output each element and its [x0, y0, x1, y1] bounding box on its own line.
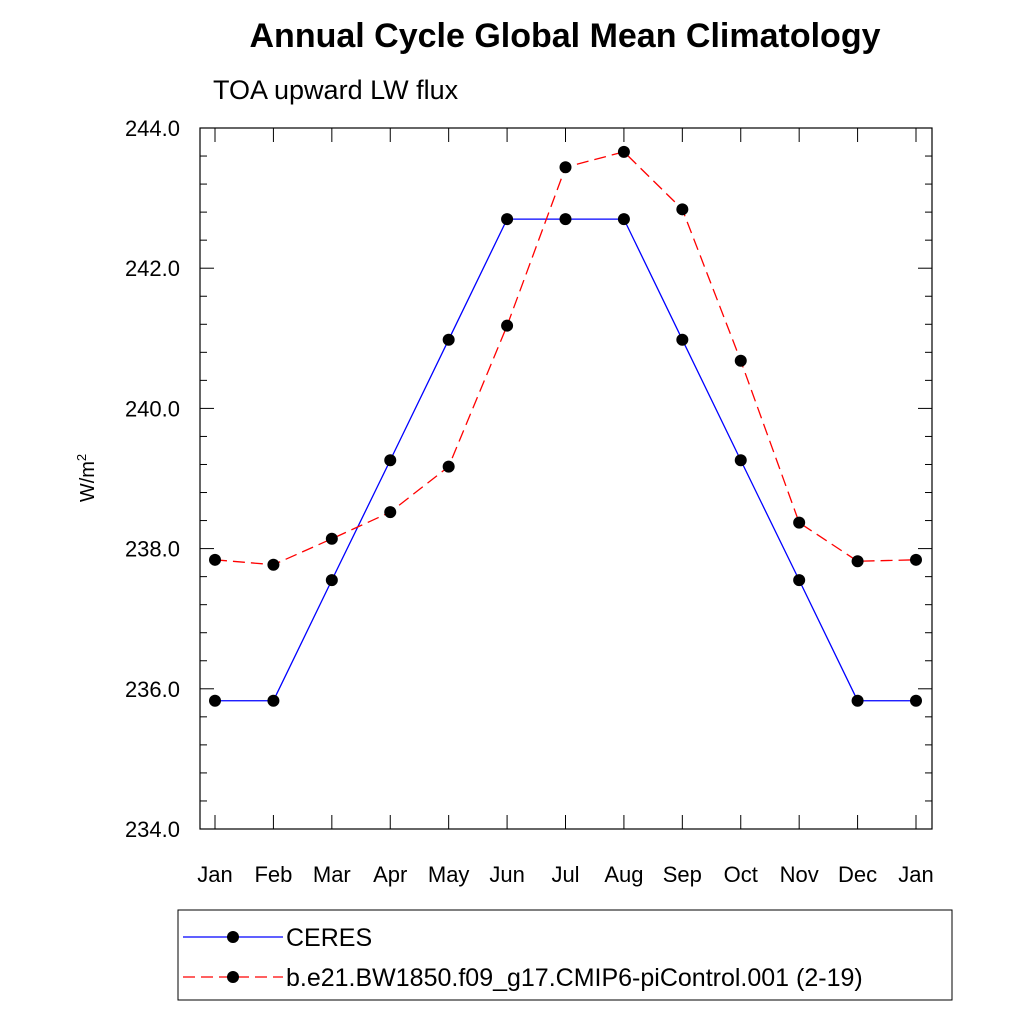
plot-frame — [199, 127, 933, 830]
data-point — [325, 574, 338, 587]
data-point — [676, 333, 689, 346]
data-point — [442, 460, 455, 473]
series-2 — [209, 145, 922, 571]
x-tick-label: Feb — [254, 862, 292, 887]
series-1 — [209, 213, 922, 707]
data-point — [617, 145, 630, 158]
legend-label: b.e21.BW1850.f09_g17.CMIP6-piControl.001… — [286, 964, 863, 992]
data-point — [501, 213, 514, 226]
x-tick-label: Sep — [663, 862, 702, 887]
data-point — [442, 333, 455, 346]
data-point — [910, 553, 922, 566]
data-point — [793, 574, 806, 587]
legend-marker — [227, 931, 239, 943]
data-point — [851, 694, 864, 707]
y-axis-label-superscript: 2 — [74, 454, 89, 461]
data-point — [267, 694, 280, 707]
chart-title: Annual Cycle Global Mean Climatology — [250, 17, 881, 55]
legend-box — [177, 909, 953, 1001]
data-point — [734, 454, 747, 467]
data-point — [734, 354, 747, 367]
data-point — [617, 213, 630, 226]
y-tick-label: 234.0 — [125, 817, 180, 842]
x-tick-label: Jul — [551, 862, 579, 887]
x-tick-label: Mar — [313, 862, 351, 887]
x-tick-label: Jan — [898, 862, 933, 887]
legend-marker — [227, 971, 239, 983]
x-tick-label: Aug — [604, 862, 643, 887]
data-point — [384, 454, 397, 467]
data-point — [501, 319, 514, 332]
y-tick-label: 244.0 — [125, 116, 180, 141]
data-point — [209, 553, 221, 566]
legend: CERES b.e21.BW1850.f09_g17.CMIP6-piContro… — [177, 909, 953, 1001]
x-tick-label: Nov — [780, 862, 819, 887]
y-tick-label: 236.0 — [125, 677, 180, 702]
series-line — [215, 218, 916, 702]
data-point — [676, 203, 689, 216]
x-tick-label: Oct — [724, 862, 758, 887]
legend-label: CERES — [286, 924, 372, 952]
data-point — [384, 506, 397, 519]
data-point — [267, 558, 280, 571]
data-point — [793, 516, 806, 529]
data-point — [325, 532, 338, 545]
x-tick-label: Jan — [197, 862, 232, 887]
data-point — [559, 213, 572, 226]
y-axis-label-unit: W/m — [77, 461, 99, 502]
data-point — [851, 555, 864, 568]
x-tick-label: Jun — [489, 862, 524, 887]
data-point — [209, 694, 221, 707]
data-point — [559, 161, 572, 174]
x-tick-label: Apr — [373, 862, 407, 887]
y-tick-label: 238.0 — [125, 537, 180, 562]
series-layer — [209, 145, 922, 707]
y-tick-label: 242.0 — [125, 256, 180, 281]
chart-subtitle: TOA upward LW flux — [213, 75, 459, 105]
x-tick-label: May — [428, 862, 470, 887]
y-axis-label: W/m2 — [74, 454, 99, 502]
y-tick-label: 240.0 — [125, 396, 180, 421]
data-point — [910, 694, 922, 707]
axes: 234.0 236.0 238.0 240.0 242.0 244.0 Jan Feb Mar A… — [125, 116, 934, 887]
x-tick-label: Dec — [838, 862, 877, 887]
